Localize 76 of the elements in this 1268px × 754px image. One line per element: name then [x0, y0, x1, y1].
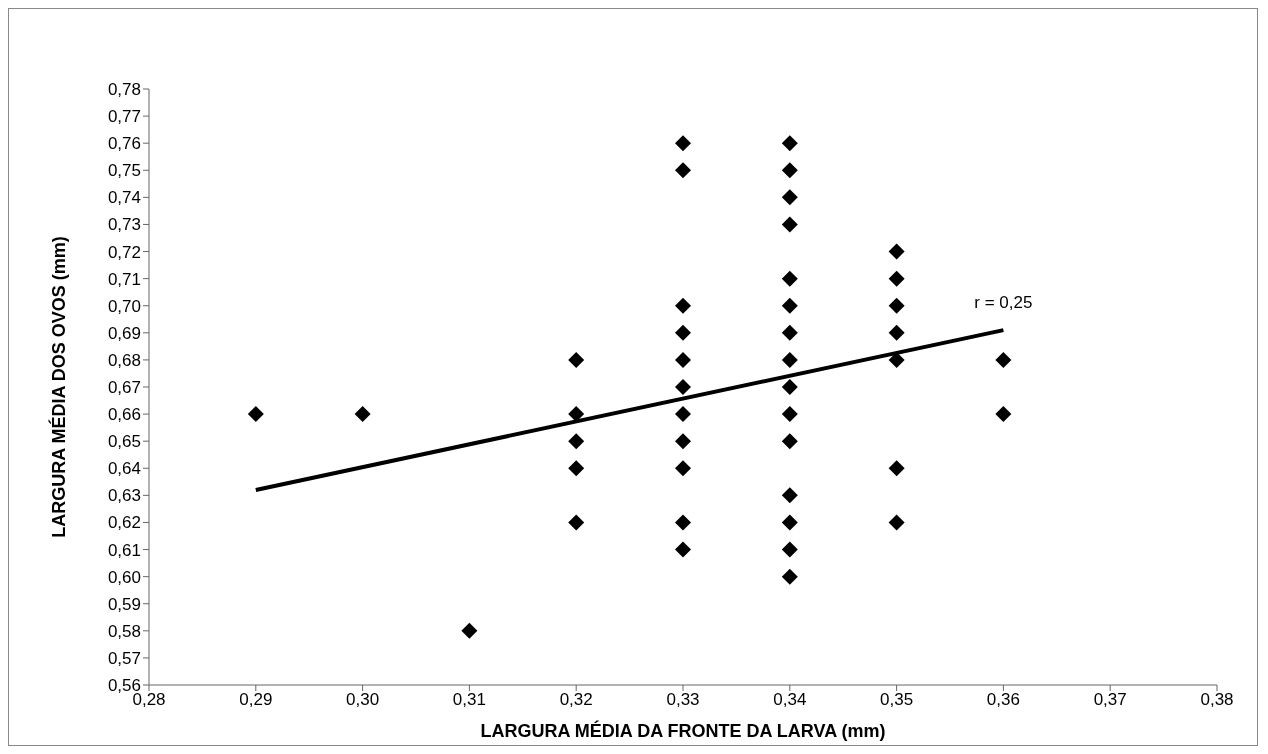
point — [781, 270, 798, 287]
point — [781, 406, 798, 423]
point — [888, 297, 905, 314]
y-tick-label: 0,57 — [107, 648, 141, 668]
y-tick-label: 0,68 — [107, 350, 141, 370]
point — [888, 324, 905, 341]
annotation: r = 0,25 — [974, 293, 1033, 313]
y-tick-label: 0,78 — [107, 80, 141, 100]
point — [781, 433, 798, 450]
y-tick-label: 0,71 — [107, 269, 141, 289]
y-tick-label: 0,67 — [107, 378, 141, 398]
point — [354, 406, 371, 423]
point — [675, 460, 691, 477]
point — [675, 297, 691, 314]
point — [888, 243, 905, 260]
point — [568, 351, 585, 368]
y-tick-label: 0,59 — [107, 594, 141, 614]
x-tick-label: 0,31 — [452, 690, 486, 710]
x-tick-label: 0,30 — [346, 690, 380, 710]
point — [781, 162, 798, 179]
x-tick-label: 0,33 — [666, 690, 700, 710]
point — [781, 568, 798, 585]
point — [995, 406, 1012, 423]
y-tick-label: 0,72 — [107, 242, 141, 262]
point — [461, 622, 478, 639]
y-tick-label: 0,73 — [107, 215, 141, 235]
y-tick-label: 0,69 — [107, 323, 141, 343]
point — [781, 189, 798, 206]
point — [247, 406, 264, 423]
point — [781, 487, 798, 504]
point — [781, 297, 798, 314]
point — [781, 351, 798, 368]
point — [675, 541, 691, 558]
point — [675, 433, 691, 450]
point — [675, 351, 691, 368]
x-tick-label: 0,37 — [1093, 690, 1127, 710]
x-tick-label: 0,34 — [773, 690, 807, 710]
y-tick-label: 0,62 — [107, 513, 141, 533]
x-tick-label: 0,29 — [239, 690, 273, 710]
point — [568, 460, 585, 477]
x-tick-label: 0,38 — [1200, 690, 1234, 710]
y-tick-label: 0,60 — [107, 567, 141, 587]
y-tick-label: 0,77 — [107, 107, 141, 127]
y-tick-label: 0,75 — [107, 161, 141, 181]
point — [781, 514, 798, 531]
y-tick-label: 0,76 — [107, 134, 141, 154]
point — [781, 135, 798, 152]
point — [675, 324, 691, 341]
point — [888, 460, 905, 477]
y-tick-label: 0,58 — [107, 621, 141, 641]
point — [675, 162, 691, 179]
point — [781, 379, 798, 395]
y-tick-label: 0,70 — [107, 296, 141, 316]
point — [781, 324, 798, 341]
point — [675, 379, 691, 395]
y-tick-label: 0,63 — [107, 486, 141, 506]
x-axis-title: LARGURA MÉDIA DA FRONTE DA LARVA (mm) — [480, 720, 886, 741]
point — [568, 433, 585, 450]
point — [888, 514, 905, 531]
point — [675, 406, 691, 423]
y-tick-label: 0,74 — [107, 188, 141, 208]
x-tick-label: 0,32 — [559, 690, 593, 710]
x-tick-label: 0,35 — [880, 690, 914, 710]
y-tick-label: 0,65 — [107, 432, 141, 452]
point — [675, 514, 691, 531]
x-tick-label: 0,36 — [986, 690, 1020, 710]
y-tick-label: 0,64 — [107, 459, 141, 479]
point — [995, 351, 1012, 368]
point — [675, 135, 691, 152]
y-tick-label: 0,61 — [107, 540, 141, 560]
y-axis-title: LARGURA MÉDIA DOS OVOS (mm) — [48, 236, 70, 538]
point — [568, 514, 585, 531]
point — [781, 216, 798, 233]
y-tick-label: 0,66 — [107, 405, 141, 425]
point — [781, 541, 798, 558]
point — [888, 270, 905, 287]
